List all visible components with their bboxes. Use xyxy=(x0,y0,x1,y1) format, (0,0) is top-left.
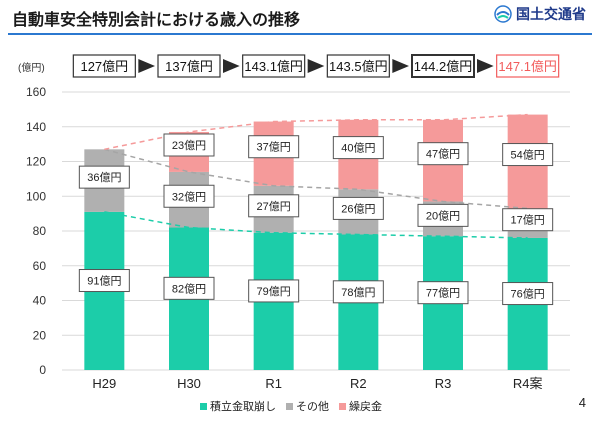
data-label-kanshi-box xyxy=(78,269,130,293)
data-label-other: 36億円 xyxy=(87,171,121,184)
data-label-other: 26億円 xyxy=(341,202,375,215)
data-label-kurimodoshi-box xyxy=(417,142,469,166)
title-divider xyxy=(8,33,592,35)
legend-label-kanshi: 積立金取崩し xyxy=(210,401,276,413)
x-tick-label: R1 xyxy=(265,376,282,391)
x-tick-label: R2 xyxy=(350,376,367,391)
y-tick-label: 40 xyxy=(33,294,47,308)
legend-label-other: その他 xyxy=(296,401,329,413)
data-label-kurimodoshi-box xyxy=(332,136,384,160)
y-tick-label: 160 xyxy=(26,85,46,99)
y-tick-label: 100 xyxy=(26,189,46,203)
y-tick-label: 120 xyxy=(26,155,46,169)
legend: 積立金取崩し その他 繰戻金 xyxy=(200,398,382,414)
data-label-other-box xyxy=(78,165,130,189)
data-label-other: 32億円 xyxy=(172,190,206,203)
arrow-icon xyxy=(223,59,240,73)
trend-line-kanshi xyxy=(104,211,528,239)
total-box xyxy=(496,54,560,78)
data-label-kanshi: 82億円 xyxy=(172,282,206,295)
y-tick-label: 60 xyxy=(33,259,47,273)
arrow-icon xyxy=(392,59,409,73)
legend-item-kanshi: 積立金取崩し xyxy=(200,398,276,414)
page-title: 自動車安全特別会計における歳入の推移 xyxy=(12,12,301,29)
legend-item-kurimodoshi: 繰戻金 xyxy=(339,398,382,414)
total-box xyxy=(326,54,390,78)
data-label-other: 20億円 xyxy=(426,209,460,222)
total-box xyxy=(242,54,306,78)
data-label-kanshi-box xyxy=(502,282,554,306)
arrow-icon xyxy=(307,59,325,73)
total-label: 143.5億円 xyxy=(329,59,388,74)
logo-text: 国土交通省 xyxy=(516,6,586,22)
data-label-kurimodoshi: 40億円 xyxy=(341,142,375,155)
y-tick-label: 80 xyxy=(33,224,47,238)
data-label-other-box xyxy=(417,203,469,227)
legend-swatch-kanshi xyxy=(200,402,207,410)
data-label-kanshi-box xyxy=(417,281,469,305)
total-label: 137億円 xyxy=(165,59,213,74)
data-label-other: 17億円 xyxy=(511,214,545,227)
data-label-kanshi: 79億円 xyxy=(257,285,291,298)
total-box xyxy=(157,54,221,78)
data-label-kanshi: 78億円 xyxy=(341,286,375,299)
x-tick-label: R3 xyxy=(435,376,452,391)
total-label: 143.1億円 xyxy=(244,59,303,74)
data-label-kanshi-box xyxy=(332,280,384,304)
data-label-kurimodoshi-box xyxy=(163,133,215,157)
data-label-kurimodoshi: 23億円 xyxy=(172,139,206,152)
x-tick-label: R4案 xyxy=(513,376,543,391)
arrow-icon xyxy=(477,59,494,73)
y-tick-label: 140 xyxy=(26,120,46,134)
data-label-other-box xyxy=(332,196,384,220)
data-label-kanshi-box xyxy=(248,279,300,303)
legend-label-kurimodoshi: 繰戻金 xyxy=(349,401,382,413)
total-box xyxy=(72,54,136,78)
data-label-other-box xyxy=(163,184,215,208)
data-label-other-box xyxy=(502,208,554,232)
y-tick-label: 20 xyxy=(33,328,47,342)
page-number: 4 xyxy=(578,395,586,410)
data-label-kurimodoshi-box xyxy=(248,135,300,159)
x-tick-label: H29 xyxy=(92,376,116,391)
y-tick-label: 0 xyxy=(39,363,46,377)
x-tick-label: H30 xyxy=(177,376,201,391)
data-label-other-box xyxy=(248,194,300,218)
data-label-kanshi: 91億円 xyxy=(87,275,121,288)
total-box xyxy=(411,54,475,78)
data-label-other: 27億円 xyxy=(257,200,291,213)
total-label: 144.2億円 xyxy=(414,59,473,74)
legend-swatch-kurimodoshi xyxy=(339,402,346,410)
data-label-kurimodoshi: 54億円 xyxy=(511,149,545,162)
total-label: 127億円 xyxy=(80,59,128,74)
data-label-kanshi: 77億円 xyxy=(426,287,460,300)
legend-swatch-other xyxy=(286,402,293,410)
y-axis-unit-label: (億円) xyxy=(18,61,45,74)
data-label-kanshi: 76億円 xyxy=(511,288,545,301)
mlit-logo-icon xyxy=(494,5,512,23)
data-label-kanshi-box xyxy=(163,276,215,300)
total-label: 147.1億円 xyxy=(498,59,557,74)
data-label-kurimodoshi-box xyxy=(502,143,554,167)
data-label-kurimodoshi: 37億円 xyxy=(257,141,291,154)
trend-line-other xyxy=(104,148,528,210)
legend-item-other: その他 xyxy=(286,398,329,414)
arrow-icon xyxy=(138,59,155,73)
logo: 国土交通省 xyxy=(494,4,586,24)
data-label-kurimodoshi: 47億円 xyxy=(426,148,460,161)
